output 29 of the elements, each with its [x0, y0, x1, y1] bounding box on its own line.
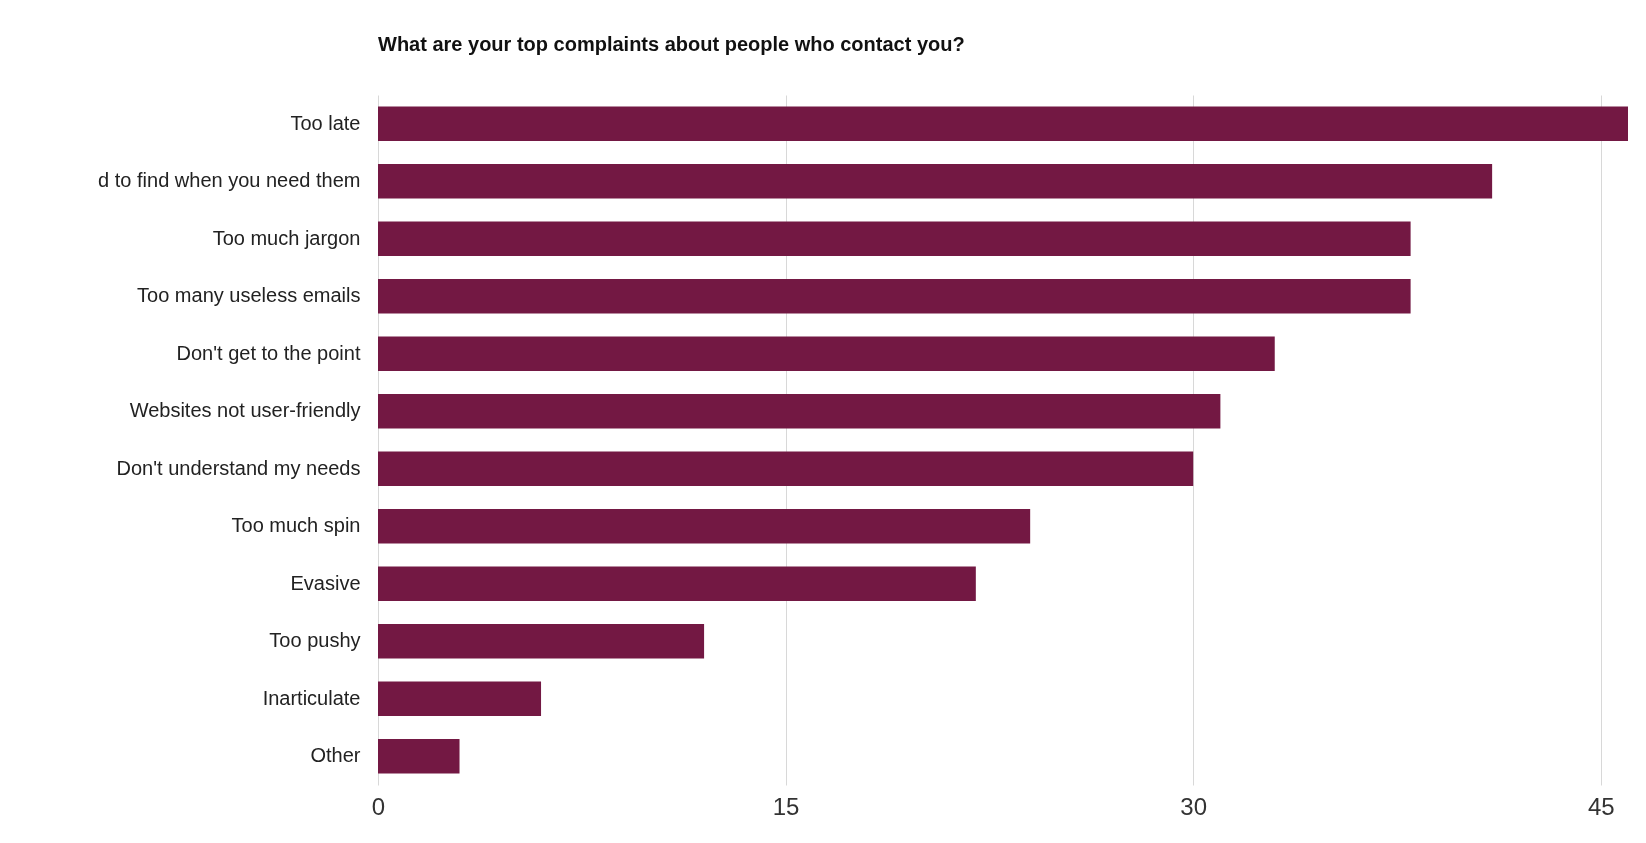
- bar: [378, 739, 460, 774]
- x-tick-label: 15: [772, 792, 800, 820]
- bar: [378, 451, 1194, 486]
- y-tick-label: Too many useless emails: [137, 284, 361, 307]
- x-tick-label: 45: [1587, 792, 1615, 820]
- y-tick-label: Evasive: [290, 571, 361, 594]
- y-tick-label: Inarticulate: [262, 686, 361, 709]
- chart-title: What are your top complaints about people who contact you?: [378, 33, 965, 55]
- y-tick-label: Too much spin: [231, 514, 361, 537]
- y-tick-label: Too late: [290, 111, 361, 134]
- bar: [378, 221, 1411, 256]
- x-tick-label: 0: [371, 792, 386, 820]
- y-tick-label: Websites not user-friendly: [129, 399, 361, 422]
- bar: [378, 681, 542, 716]
- y-tick-label: Other: [310, 744, 361, 767]
- bar: [378, 336, 1275, 371]
- y-tick-label: Don't get to the point: [176, 341, 361, 364]
- bar: [378, 279, 1411, 314]
- bar: [378, 624, 705, 659]
- bar: [378, 566, 976, 601]
- x-tick-label: 30: [1180, 792, 1208, 820]
- y-tick-label: Too pushy: [269, 629, 361, 652]
- y-tick-label: Too much jargon: [212, 226, 361, 249]
- bar: [378, 164, 1493, 199]
- bar: [378, 394, 1221, 429]
- bar: [378, 106, 1628, 141]
- y-tick-label: d to find when you need them: [98, 169, 361, 192]
- y-tick-label: Don't understand my needs: [116, 456, 361, 479]
- bar: [378, 509, 1031, 544]
